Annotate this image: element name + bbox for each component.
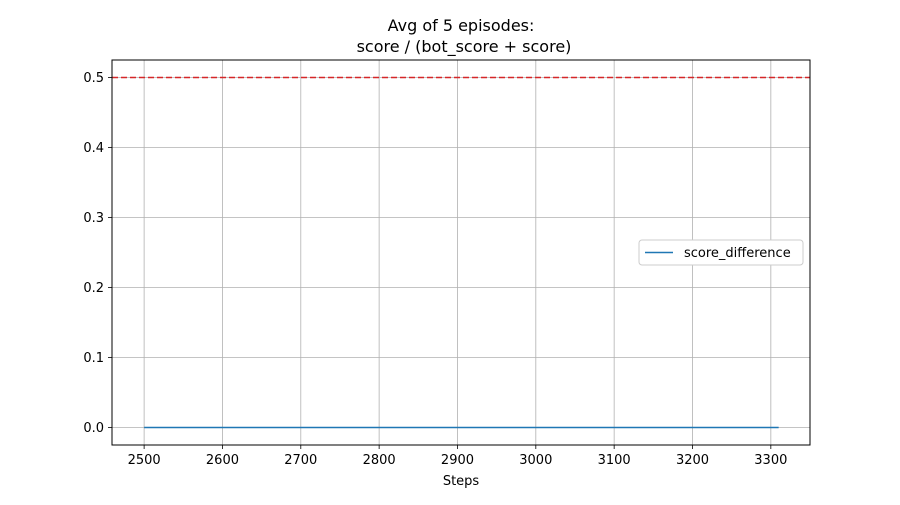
- y-tick-label: 0.3: [83, 211, 104, 226]
- x-tick-label: 3300: [754, 453, 787, 468]
- legend: score_difference: [638, 239, 804, 266]
- y-tick-label: 0.2: [83, 281, 104, 296]
- x-tick-label: 2700: [284, 453, 317, 468]
- y-tick-label: 0.0: [83, 421, 104, 436]
- x-tick-label: 3200: [676, 453, 709, 468]
- y-ticks: 0.0 0.1 0.2 0.3 0.4 0.5: [83, 71, 112, 436]
- x-tick-label: 3100: [598, 453, 631, 468]
- x-tick-label: 2500: [128, 453, 161, 468]
- chart-title-line1: Avg of 5 episodes:: [388, 16, 535, 35]
- x-axis-label: Steps: [443, 474, 480, 489]
- x-ticks: 2500 2600 2700 2800 2900 3000 3100 3200 3300: [128, 445, 787, 468]
- y-tick-label: 0.1: [83, 351, 104, 366]
- legend-box: [638, 239, 804, 266]
- legend-label: score_difference: [684, 246, 791, 261]
- x-tick-label: 3000: [519, 453, 552, 468]
- x-tick-label: 2900: [441, 453, 474, 468]
- x-tick-label: 2600: [206, 453, 239, 468]
- chart-title-line2: score / (bot_score + score): [357, 37, 572, 57]
- plot-frame: [111, 59, 811, 446]
- y-tick-label: 0.4: [83, 141, 104, 156]
- x-tick-label: 2800: [363, 453, 396, 468]
- y-tick-label: 0.5: [83, 71, 104, 86]
